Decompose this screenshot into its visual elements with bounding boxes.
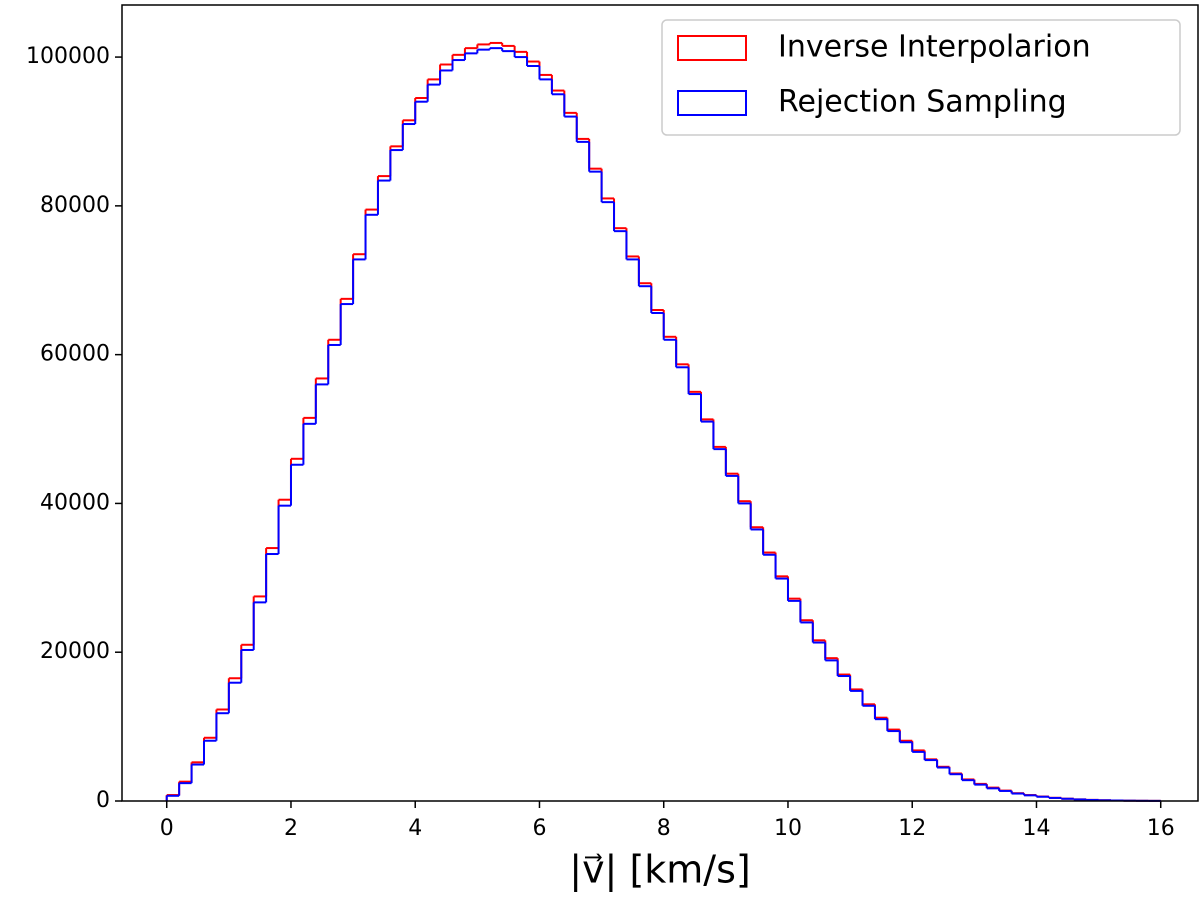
y-tick-label: 40000	[40, 490, 110, 515]
plot-frame	[121, 4, 1199, 802]
legend-label: Rejection Sampling	[778, 85, 1067, 120]
x-tick-label: 16	[1147, 816, 1175, 841]
legend-box	[661, 19, 1181, 136]
y-tick-label: 100000	[26, 44, 110, 69]
x-tick-label: 12	[898, 816, 926, 841]
y-tick-label: 0	[96, 788, 110, 813]
y-tick-label: 60000	[40, 342, 110, 367]
x-tick-label: 4	[408, 816, 422, 841]
x-tick-label: 2	[284, 816, 298, 841]
x-tick-label: 14	[1022, 816, 1050, 841]
x-tick-label: 10	[774, 816, 802, 841]
legend-swatch	[677, 90, 747, 116]
x-tick-label: 8	[657, 816, 671, 841]
x-tick-label: 6	[532, 816, 546, 841]
legend-label: Inverse Interpolarion	[778, 30, 1091, 65]
legend-swatch	[677, 35, 747, 61]
x-tick-label: 0	[160, 816, 174, 841]
y-tick-label: 20000	[40, 639, 110, 664]
y-tick-label: 80000	[40, 193, 110, 218]
x-axis-label: |v⃗| [km/s]	[569, 848, 750, 893]
